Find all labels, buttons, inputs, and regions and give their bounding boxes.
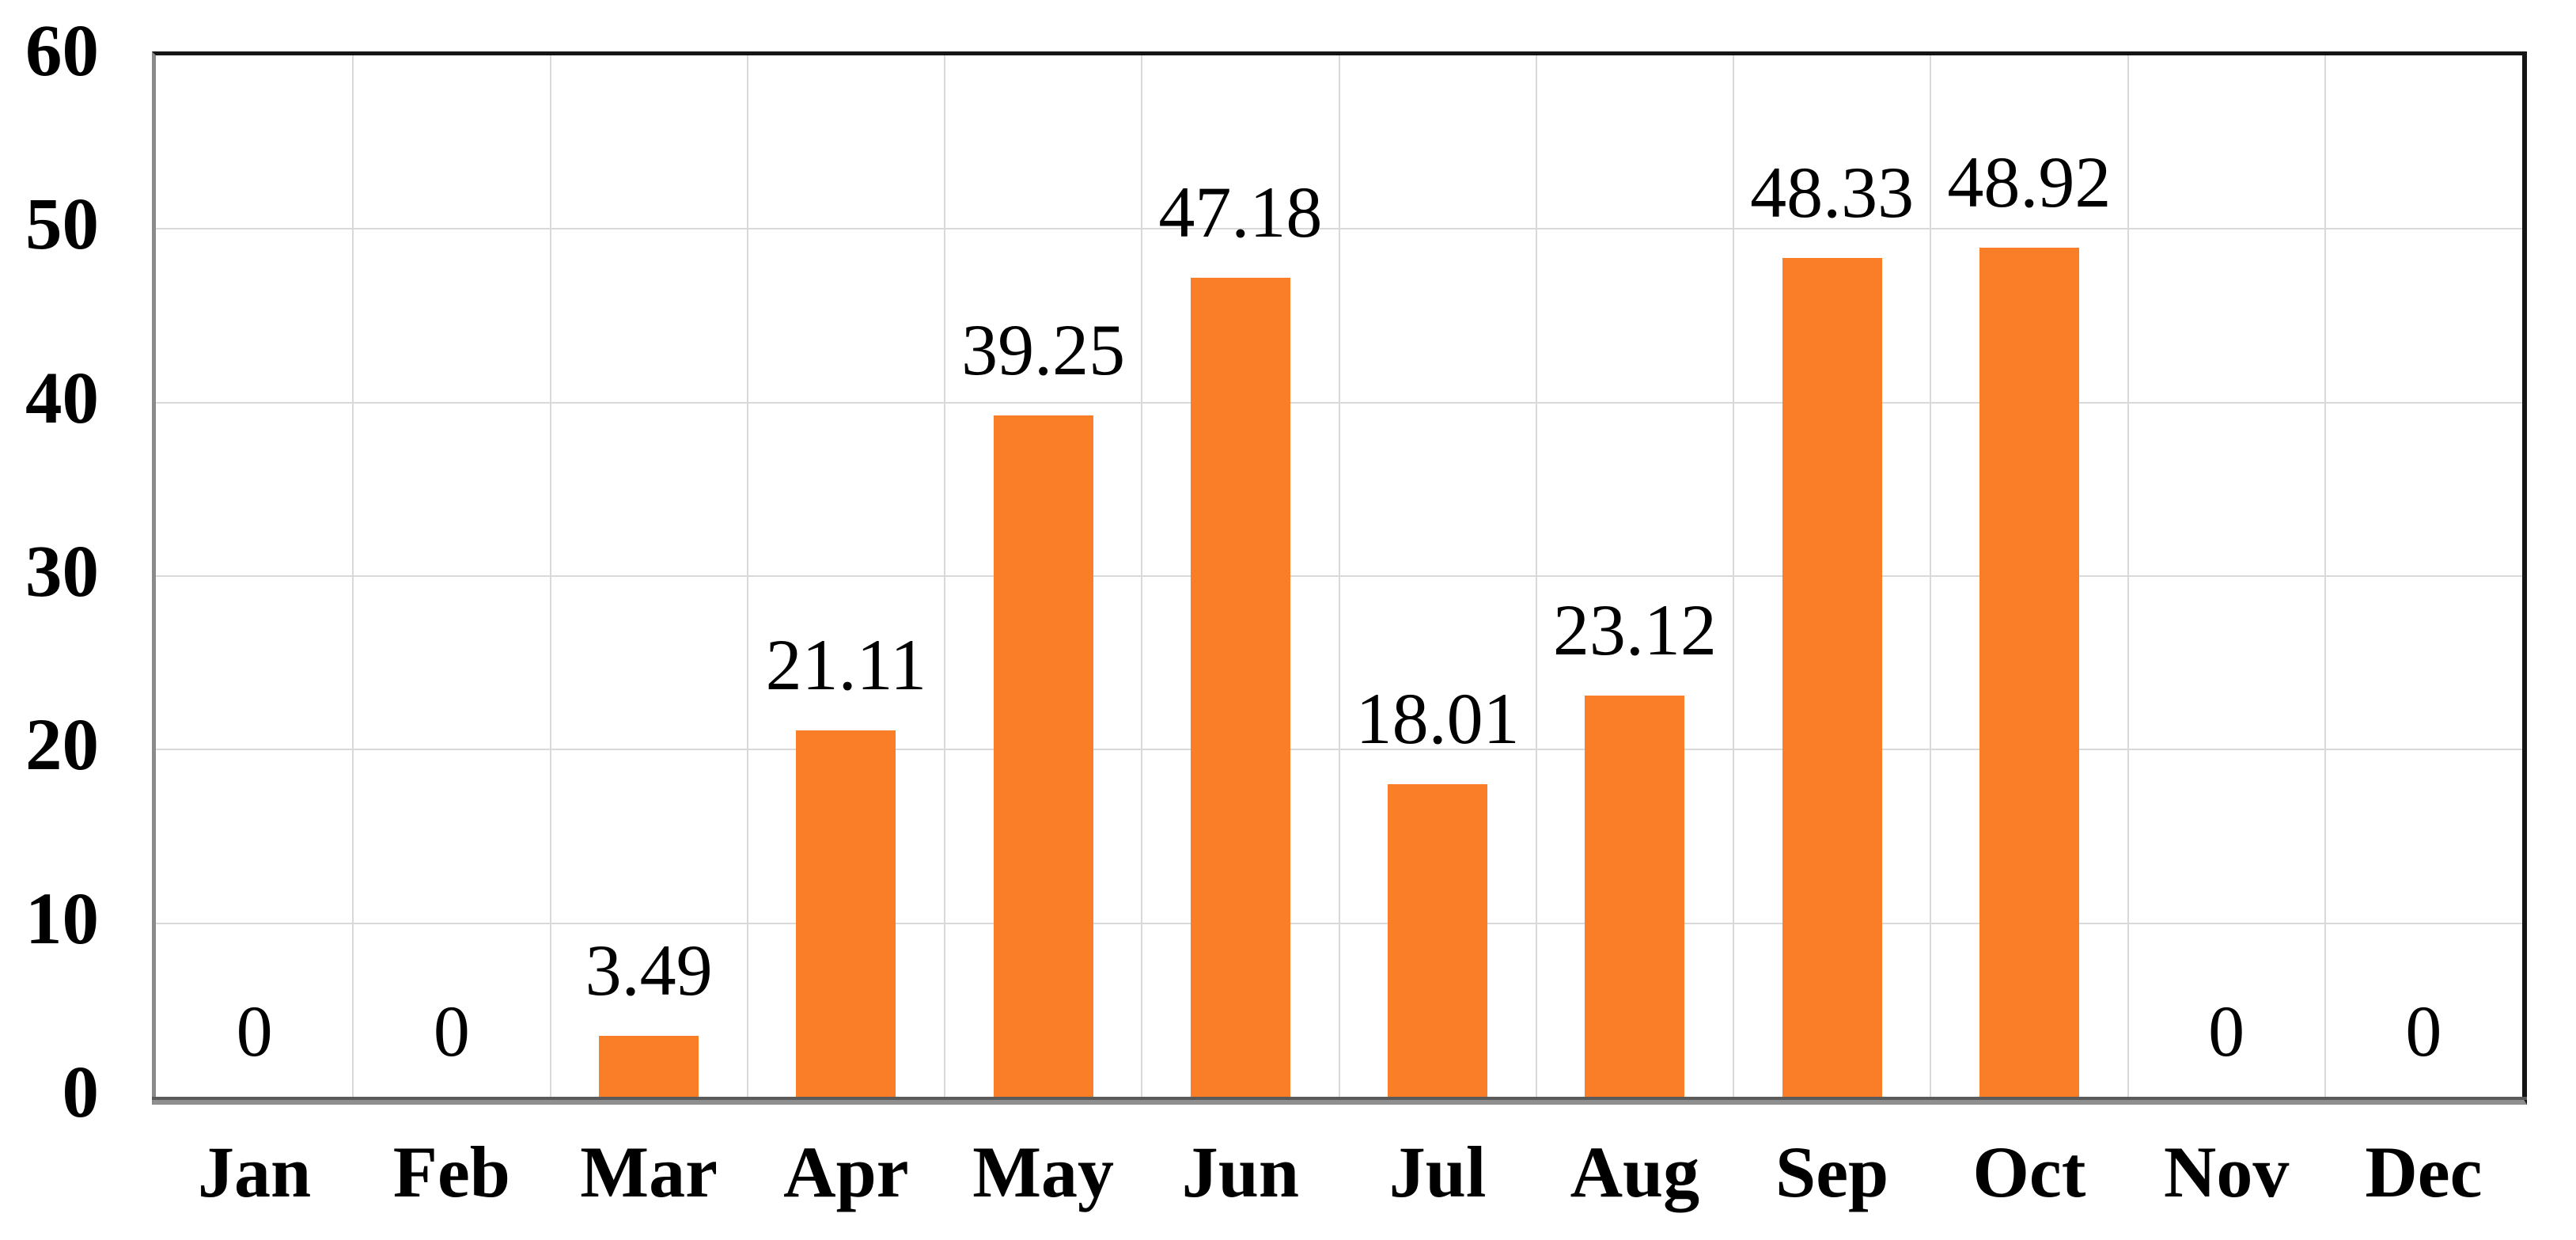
data-label-apr: 21.11 [765,624,927,705]
y-tick-label-30: 30 [25,531,99,612]
bar-jul [1388,783,1488,1097]
bar-jun [1190,278,1290,1097]
x-axis-label-jun: Jun [1181,1132,1300,1212]
v-gridline [1733,55,1734,1097]
x-axis-label-jul: Jul [1388,1132,1487,1212]
v-gridline [549,55,551,1097]
x-axis-label-feb: Feb [392,1132,510,1212]
y-tick-label-40: 40 [25,357,99,439]
bar-apr [796,730,896,1097]
bar-aug [1585,695,1685,1097]
y-tick-label-20: 20 [25,704,99,787]
x-axis-line [152,1097,2527,1100]
v-gridline [746,55,748,1097]
data-label-sep: 48.33 [1750,151,1915,233]
v-gridline [1338,55,1340,1097]
x-axis-label-sep: Sep [1775,1132,1889,1212]
x-axis-label-mar: Mar [580,1132,718,1212]
data-label-jul: 18.01 [1355,677,1520,759]
v-gridline [352,55,354,1097]
plot-area: 0 0 3.49 21.11 39.25 47.18 18.01 23.12 48.33 48.9… [152,51,2527,1105]
data-label-mar: 3.49 [585,930,713,1011]
y-tick-label-50: 50 [25,184,99,266]
x-axis-label-jan: Jan [198,1132,312,1212]
v-gridline [1930,55,1932,1097]
data-label-oct: 48.92 [1947,142,2112,223]
data-label-dec: 0 [2405,991,2442,1071]
data-label-nov: 0 [2208,991,2245,1071]
data-label-may: 39.25 [961,309,1126,391]
bar-mar [599,1036,699,1097]
x-axis-label-oct: Oct [1972,1132,2086,1212]
bar-may [993,415,1093,1097]
data-label-aug: 23.12 [1552,589,1717,670]
bar-sep [1782,257,1882,1097]
data-label-feb: 0 [433,991,470,1071]
x-axis-label-dec: Dec [2365,1132,2483,1212]
x-axis-label-nov: Nov [2163,1132,2290,1212]
x-axis-label-may: May [972,1132,1115,1212]
x-axis-label-apr: Apr [783,1132,909,1212]
y-tick-label-0: 0 [62,1052,100,1133]
data-label-jun: 47.18 [1158,172,1323,253]
y-tick-label-60: 60 [25,10,99,92]
v-gridline [1535,55,1537,1097]
bar-oct [1979,248,2079,1097]
data-label-jan: 0 [236,991,273,1071]
y-tick-label-10: 10 [25,878,99,960]
v-gridline [2127,55,2129,1097]
v-gridline [2324,55,2326,1097]
x-axis-label-aug: Aug [1570,1132,1700,1212]
v-gridline [944,55,945,1097]
v-gridline [1141,55,1143,1097]
